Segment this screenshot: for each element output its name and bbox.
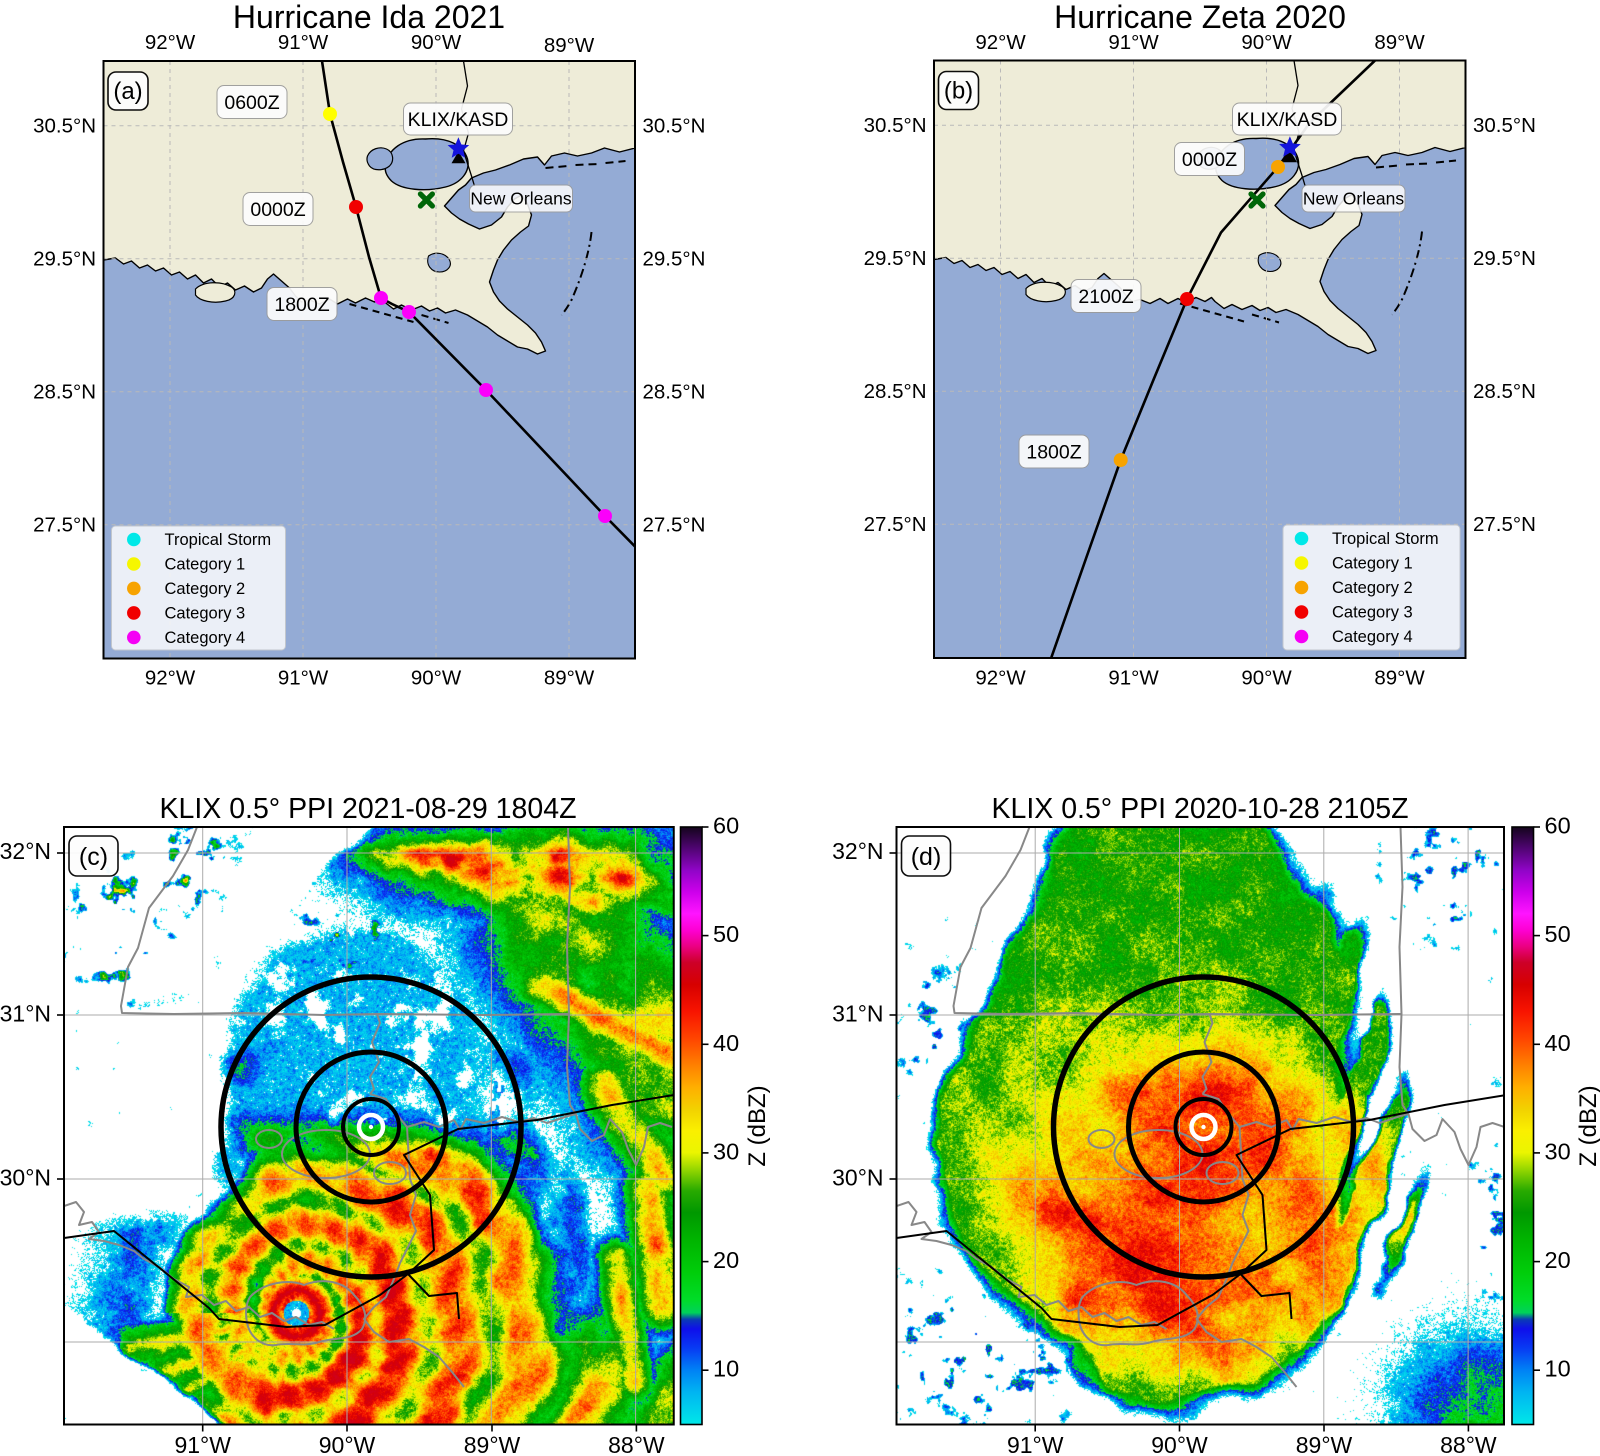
svg-text:91°W: 91°W: [1007, 1432, 1064, 1456]
svg-text:Category 3: Category 3: [165, 605, 246, 623]
svg-text:Category 4: Category 4: [165, 629, 246, 647]
svg-text:89°W: 89°W: [544, 667, 595, 690]
svg-text:32°N: 32°N: [0, 838, 51, 864]
svg-text:92°W: 92°W: [145, 667, 196, 690]
svg-text:30.5°N: 30.5°N: [643, 115, 706, 138]
svg-text:Tropical Storm: Tropical Storm: [165, 531, 272, 549]
svg-text:30.5°N: 30.5°N: [1473, 114, 1536, 137]
svg-text:92°W: 92°W: [975, 31, 1026, 54]
svg-text:30.5°N: 30.5°N: [33, 115, 96, 138]
svg-text:0000Z: 0000Z: [1182, 149, 1237, 171]
svg-text:28.5°N: 28.5°N: [1473, 380, 1536, 403]
svg-text:50: 50: [1545, 921, 1571, 947]
svg-text:Hurricane Ida 2021: Hurricane Ida 2021: [233, 0, 505, 35]
svg-text:Z (dBZ): Z (dBZ): [744, 1085, 771, 1166]
svg-text:KLIX 0.5° PPI 2021-08-29 1804Z: KLIX 0.5° PPI 2021-08-29 1804Z: [159, 793, 576, 825]
svg-text:29.5°N: 29.5°N: [1473, 247, 1536, 270]
svg-text:Category 2: Category 2: [1332, 579, 1413, 597]
svg-text:40: 40: [713, 1030, 739, 1056]
svg-text:(b): (b): [944, 78, 973, 105]
svg-text:30°N: 30°N: [832, 1165, 883, 1191]
svg-text:20: 20: [1545, 1247, 1571, 1273]
svg-text:92°W: 92°W: [145, 31, 196, 54]
svg-text:KLIX/KASD: KLIX/KASD: [408, 109, 509, 131]
svg-text:89°W: 89°W: [1296, 1432, 1353, 1456]
svg-text:90°W: 90°W: [411, 31, 462, 54]
svg-text:New Orleans: New Orleans: [1303, 189, 1404, 209]
svg-text:89°W: 89°W: [544, 34, 595, 57]
svg-text:32°N: 32°N: [832, 838, 883, 864]
svg-text:89°W: 89°W: [1374, 667, 1425, 690]
svg-text:Category 1: Category 1: [165, 556, 246, 574]
svg-text:Hurricane Zeta 2020: Hurricane Zeta 2020: [1054, 0, 1346, 35]
svg-text:91°W: 91°W: [278, 667, 329, 690]
svg-text:KLIX 0.5° PPI 2020-10-28 2105Z: KLIX 0.5° PPI 2020-10-28 2105Z: [991, 793, 1408, 825]
svg-text:40: 40: [1545, 1030, 1571, 1056]
svg-text:28.5°N: 28.5°N: [33, 381, 96, 404]
svg-text:(d): (d): [911, 843, 942, 871]
svg-text:91°W: 91°W: [278, 31, 329, 54]
svg-text:29.5°N: 29.5°N: [864, 247, 927, 270]
svg-text:60: 60: [1545, 813, 1571, 839]
svg-text:91°W: 91°W: [1108, 667, 1159, 690]
svg-text:10: 10: [713, 1356, 739, 1382]
svg-text:89°W: 89°W: [464, 1432, 521, 1456]
svg-text:Category 2: Category 2: [165, 580, 246, 598]
svg-text:60: 60: [713, 813, 739, 839]
svg-text:2100Z: 2100Z: [1078, 286, 1133, 308]
svg-text:90°W: 90°W: [1241, 667, 1292, 690]
svg-text:88°W: 88°W: [1440, 1432, 1497, 1456]
svg-text:0000Z: 0000Z: [250, 199, 305, 221]
svg-text:0600Z: 0600Z: [224, 92, 279, 114]
svg-text:29.5°N: 29.5°N: [643, 248, 706, 271]
svg-text:50: 50: [713, 921, 739, 947]
svg-text:27.5°N: 27.5°N: [1473, 513, 1536, 536]
svg-text:91°W: 91°W: [174, 1432, 231, 1456]
svg-text:Category 3: Category 3: [1332, 604, 1413, 622]
svg-text:91°W: 91°W: [1108, 31, 1159, 54]
svg-text:Category 4: Category 4: [1332, 628, 1413, 646]
svg-text:New Orleans: New Orleans: [470, 189, 571, 209]
svg-text:90°W: 90°W: [319, 1432, 376, 1456]
svg-text:30°N: 30°N: [0, 1165, 51, 1191]
svg-text:KLIX/KASD: KLIX/KASD: [1237, 109, 1338, 131]
svg-text:31°N: 31°N: [832, 1001, 883, 1027]
svg-text:27.5°N: 27.5°N: [643, 514, 706, 537]
svg-text:31°N: 31°N: [0, 1001, 51, 1027]
svg-text:20: 20: [713, 1247, 739, 1273]
svg-text:27.5°N: 27.5°N: [33, 514, 96, 537]
svg-text:90°W: 90°W: [1151, 1432, 1208, 1456]
svg-text:Category 1: Category 1: [1332, 555, 1413, 573]
svg-text:27.5°N: 27.5°N: [864, 513, 927, 536]
svg-text:92°W: 92°W: [975, 667, 1026, 690]
svg-text:29.5°N: 29.5°N: [33, 248, 96, 271]
svg-text:28.5°N: 28.5°N: [643, 381, 706, 404]
svg-text:Z (dBZ): Z (dBZ): [1575, 1085, 1600, 1166]
svg-text:(c): (c): [79, 843, 108, 871]
svg-text:30: 30: [1545, 1138, 1571, 1164]
svg-text:90°W: 90°W: [411, 667, 462, 690]
svg-text:28.5°N: 28.5°N: [864, 380, 927, 403]
svg-text:1800Z: 1800Z: [274, 294, 329, 316]
svg-text:89°W: 89°W: [1374, 31, 1425, 54]
svg-text:88°W: 88°W: [608, 1432, 665, 1456]
svg-text:Tropical Storm: Tropical Storm: [1332, 530, 1439, 548]
svg-text:10: 10: [1545, 1356, 1571, 1382]
svg-text:30: 30: [713, 1138, 739, 1164]
svg-text:90°W: 90°W: [1241, 31, 1292, 54]
svg-text:(a): (a): [113, 78, 142, 105]
svg-text:30.5°N: 30.5°N: [864, 114, 927, 137]
svg-text:1800Z: 1800Z: [1026, 442, 1081, 464]
